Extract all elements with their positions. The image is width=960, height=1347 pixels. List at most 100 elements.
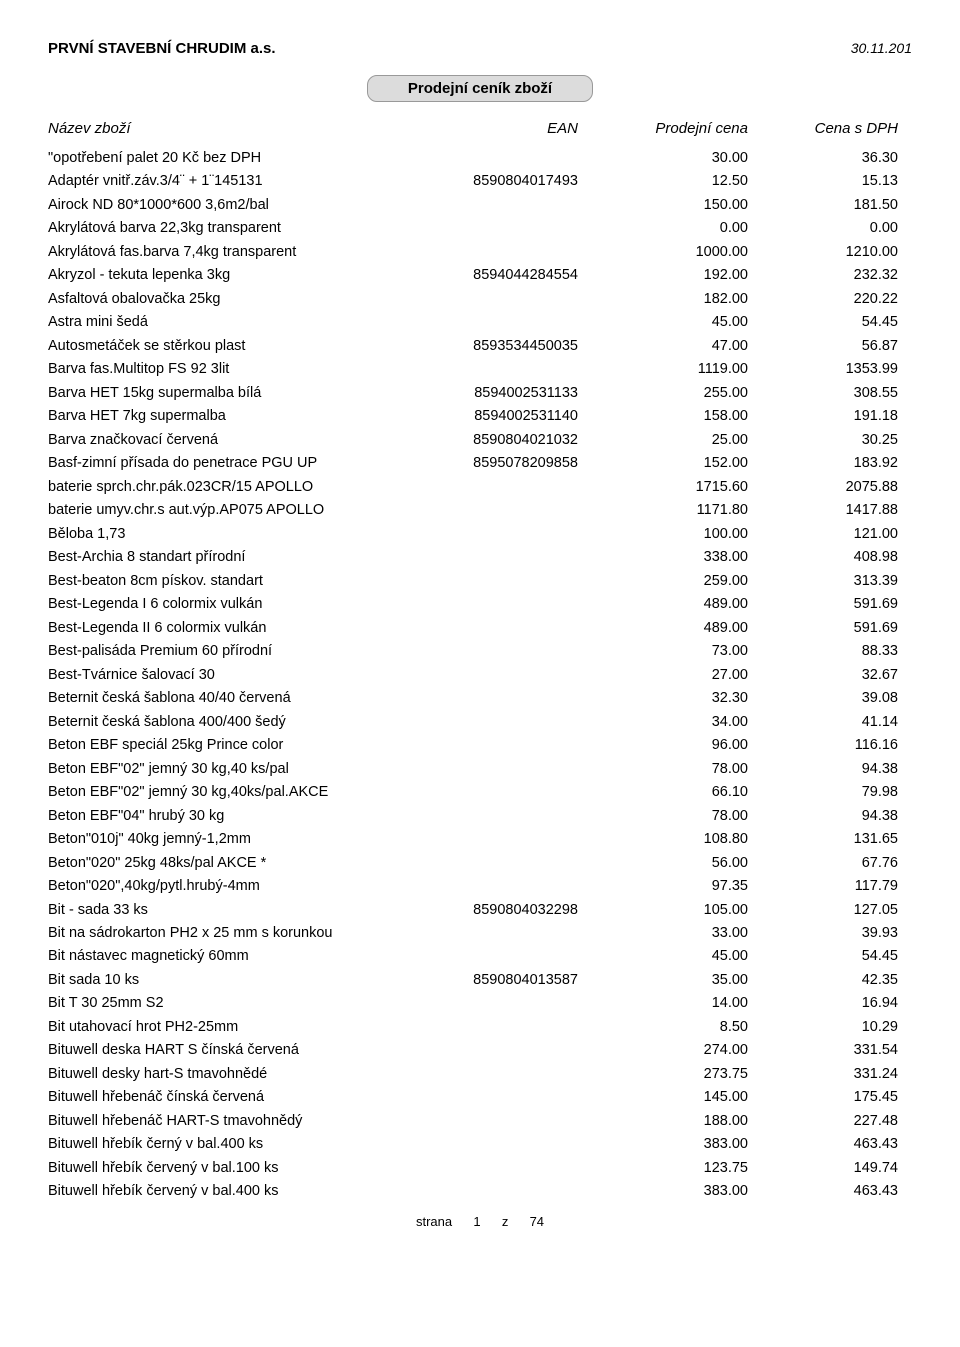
cell-vat: 10.29 <box>748 1016 898 1039</box>
cell-price: 32.30 <box>578 687 748 710</box>
cell-name: Beton"010j" 40kg jemný-1,2mm <box>48 828 378 851</box>
cell-ean <box>378 1086 578 1109</box>
cell-vat: 1210.00 <box>748 241 898 264</box>
page-footer: strana 1 z 74 <box>48 1214 912 1229</box>
cell-name: baterie umyv.chr.s aut.výp.AP075 APOLLO <box>48 499 378 522</box>
table-row: Bit nástavec magnetický 60mm45.0054.45 <box>48 945 912 968</box>
table-row: Bituwell desky hart-S tmavohnědé273.7533… <box>48 1063 912 1086</box>
cell-price: 97.35 <box>578 875 748 898</box>
cell-vat: 56.87 <box>748 335 898 358</box>
cell-name: Bit sada 10 ks <box>48 969 378 992</box>
cell-name: Beton EBF"02" jemný 30 kg,40ks/pal.AKCE <box>48 781 378 804</box>
col-header-price: Prodejní cena <box>578 120 748 137</box>
table-row: Autosmetáček se stěrkou plast85935344500… <box>48 335 912 358</box>
cell-ean: 8590804013587 <box>378 969 578 992</box>
cell-name: Bituwell hřebík černý v bal.400 ks <box>48 1133 378 1156</box>
cell-ean <box>378 664 578 687</box>
cell-vat: 79.98 <box>748 781 898 804</box>
cell-vat: 0.00 <box>748 217 898 240</box>
cell-price: 255.00 <box>578 382 748 405</box>
cell-ean <box>378 687 578 710</box>
cell-ean: 8594002531140 <box>378 405 578 428</box>
cell-price: 123.75 <box>578 1157 748 1180</box>
table-row: baterie sprch.chr.pák.023CR/15 APOLLO171… <box>48 476 912 499</box>
cell-vat: 16.94 <box>748 992 898 1015</box>
cell-ean: 8593534450035 <box>378 335 578 358</box>
cell-ean <box>378 640 578 663</box>
cell-vat: 313.39 <box>748 570 898 593</box>
cell-name: Bit na sádrokarton PH2 x 25 mm s korunko… <box>48 922 378 945</box>
table-row: Barva značkovací červená859080402103225.… <box>48 429 912 452</box>
cell-price: 338.00 <box>578 546 748 569</box>
table-row: Bit - sada 33 ks8590804032298105.00127.0… <box>48 899 912 922</box>
cell-ean <box>378 311 578 334</box>
cell-ean <box>378 1039 578 1062</box>
table-row: Barva HET 15kg supermalba bílá8594002531… <box>48 382 912 405</box>
cell-ean <box>378 1180 578 1203</box>
cell-name: Barva HET 15kg supermalba bílá <box>48 382 378 405</box>
table-row: Best-Legenda II 6 colormix vulkán489.005… <box>48 617 912 640</box>
cell-ean <box>378 1133 578 1156</box>
column-headers: Název zboží EAN Prodejní cena Cena s DPH <box>48 120 912 137</box>
table-row: Airock ND 80*1000*600 3,6m2/bal150.00181… <box>48 194 912 217</box>
cell-name: Bituwell desky hart-S tmavohnědé <box>48 1063 378 1086</box>
cell-price: 45.00 <box>578 311 748 334</box>
table-row: Best-Legenda I 6 colormix vulkán489.0059… <box>48 593 912 616</box>
cell-ean: 8590804032298 <box>378 899 578 922</box>
cell-ean <box>378 217 578 240</box>
cell-price: 274.00 <box>578 1039 748 1062</box>
cell-price: 188.00 <box>578 1110 748 1133</box>
cell-vat: 463.43 <box>748 1180 898 1203</box>
cell-price: 383.00 <box>578 1180 748 1203</box>
cell-ean <box>378 476 578 499</box>
cell-price: 78.00 <box>578 758 748 781</box>
table-row: Adaptér vnitř.záv.3/4¨ + 1¨1451318590804… <box>48 170 912 193</box>
cell-ean <box>378 546 578 569</box>
cell-vat: 175.45 <box>748 1086 898 1109</box>
cell-price: 259.00 <box>578 570 748 593</box>
cell-vat: 181.50 <box>748 194 898 217</box>
cell-ean <box>378 1063 578 1086</box>
cell-vat: 39.08 <box>748 687 898 710</box>
cell-ean <box>378 711 578 734</box>
cell-price: 30.00 <box>578 147 748 170</box>
cell-vat: 88.33 <box>748 640 898 663</box>
cell-name: Akrylátová fas.barva 7,4kg transparent <box>48 241 378 264</box>
cell-price: 56.00 <box>578 852 748 875</box>
cell-vat: 1417.88 <box>748 499 898 522</box>
cell-price: 152.00 <box>578 452 748 475</box>
table-row: Akryzol - tekuta lepenka 3kg859404428455… <box>48 264 912 287</box>
cell-name: Airock ND 80*1000*600 3,6m2/bal <box>48 194 378 217</box>
cell-name: Best-Legenda II 6 colormix vulkán <box>48 617 378 640</box>
cell-name: Asfaltová obalovačka 25kg <box>48 288 378 311</box>
table-row: Beton EBF"04" hrubý 30 kg78.0094.38 <box>48 805 912 828</box>
cell-name: Beton EBF speciál 25kg Prince color <box>48 734 378 757</box>
table-row: Best-beaton 8cm pískov. standart259.0031… <box>48 570 912 593</box>
cell-name: Best-Tvárnice šalovací 30 <box>48 664 378 687</box>
footer-sep: z <box>502 1214 509 1229</box>
cell-ean <box>378 147 578 170</box>
col-header-name: Název zboží <box>48 120 378 137</box>
cell-ean <box>378 194 578 217</box>
cell-ean <box>378 617 578 640</box>
cell-ean <box>378 875 578 898</box>
cell-ean <box>378 523 578 546</box>
table-row: Bituwell hřebík červený v bal.100 ks123.… <box>48 1157 912 1180</box>
table-row: Bituwell deska HART S čínská červená274.… <box>48 1039 912 1062</box>
cell-vat: 15.13 <box>748 170 898 193</box>
cell-ean <box>378 1157 578 1180</box>
cell-name: Basf-zimní přísada do penetrace PGU UP <box>48 452 378 475</box>
cell-price: 96.00 <box>578 734 748 757</box>
cell-ean <box>378 852 578 875</box>
footer-total: 74 <box>530 1214 544 1229</box>
cell-name: Akryzol - tekuta lepenka 3kg <box>48 264 378 287</box>
cell-name: Astra mini šedá <box>48 311 378 334</box>
cell-vat: 308.55 <box>748 382 898 405</box>
table-row: Astra mini šedá45.0054.45 <box>48 311 912 334</box>
cell-vat: 116.16 <box>748 734 898 757</box>
cell-ean <box>378 288 578 311</box>
cell-name: Akrylátová barva 22,3kg transparent <box>48 217 378 240</box>
cell-name: "opotřebení palet 20 Kč bez DPH <box>48 147 378 170</box>
cell-price: 66.10 <box>578 781 748 804</box>
col-header-ean: EAN <box>378 120 578 137</box>
